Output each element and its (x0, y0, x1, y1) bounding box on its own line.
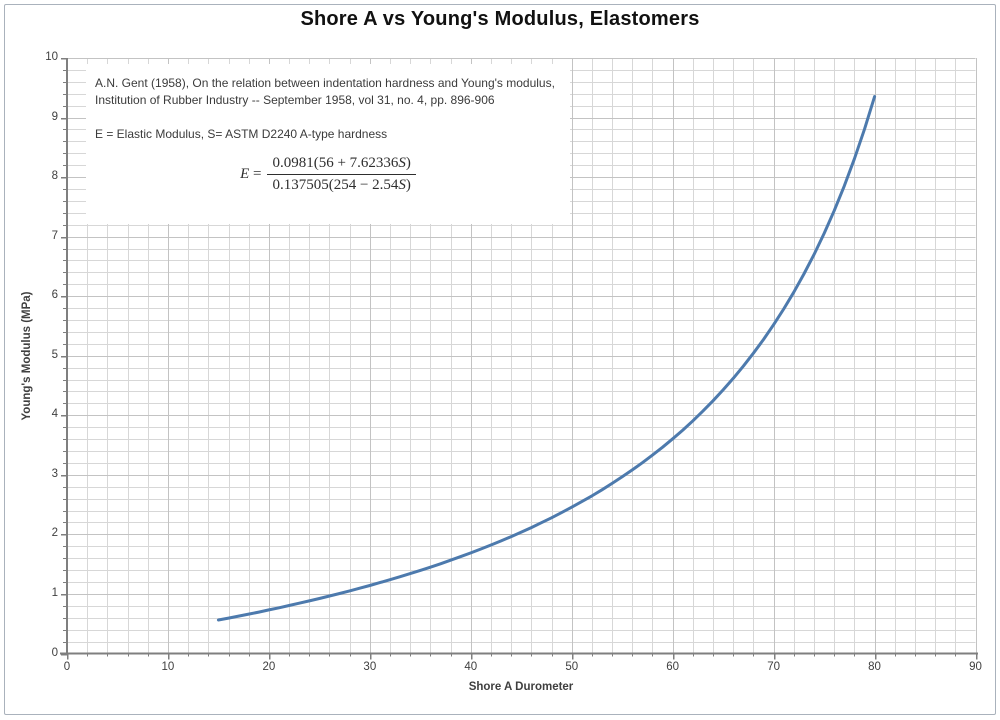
axis-lines (60, 58, 978, 655)
formula: E = 0.0981(56 + 7.62336S) 0.137505(254 −… (95, 155, 561, 194)
chart-title: Shore A vs Young's Modulus, Elastomers (300, 8, 700, 30)
formula-lhs: E = (240, 166, 262, 182)
definitions-text: E = Elastic Modulus, S= ASTM D2240 A-typ… (95, 127, 388, 141)
citation-text: A.N. Gent (1958), On the relation betwee… (95, 76, 555, 107)
x-axis-title: Shore A Durometer (468, 681, 574, 693)
y-axis-title: Young's Modulus (MPa) (21, 291, 33, 421)
annotation-box: A.N. Gent (1958), On the relation betwee… (86, 64, 570, 224)
formula-denominator: 0.137505(254 − 2.54S) (272, 177, 411, 193)
formula-numerator: 0.0981(56 + 7.62336S) (267, 155, 416, 175)
formula-fraction: 0.0981(56 + 7.62336S) 0.137505(254 − 2.5… (267, 155, 416, 194)
series-line (216, 95, 877, 622)
